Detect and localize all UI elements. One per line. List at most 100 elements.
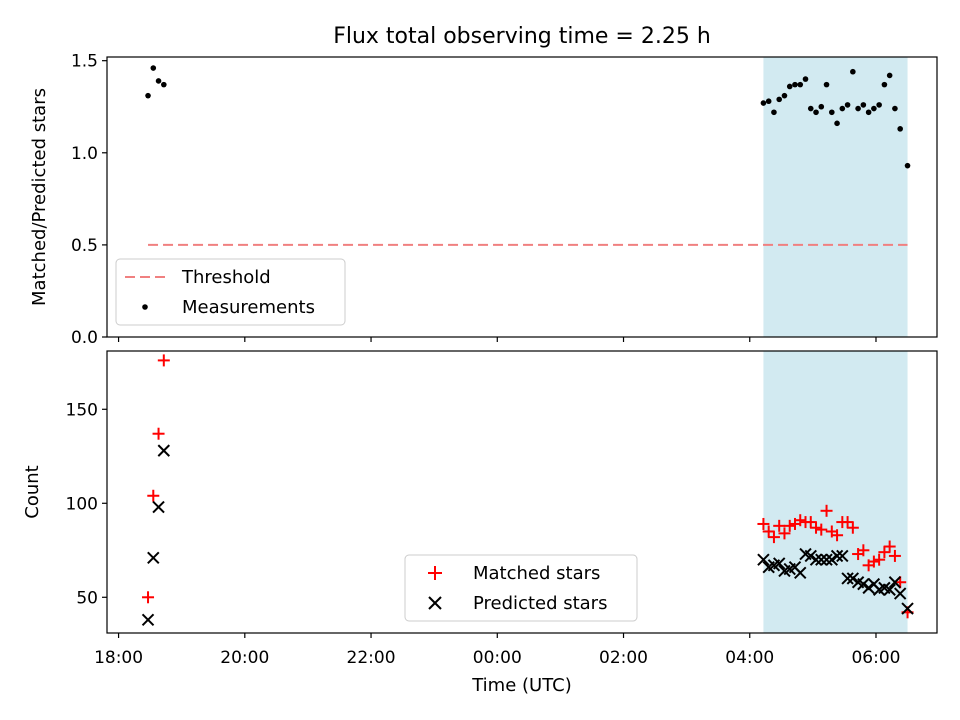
matched-stars-point xyxy=(831,529,844,542)
matched-stars-point xyxy=(888,549,901,562)
predicted-stars-point xyxy=(846,572,860,585)
matched-stars-point xyxy=(757,517,770,530)
matched-stars-point xyxy=(783,519,796,532)
predicted-stars-point xyxy=(815,553,828,566)
figure-title: Flux total observing time = 2.25 h xyxy=(333,24,711,49)
matched-stars-point xyxy=(794,514,807,527)
matched-stars-point xyxy=(778,527,791,540)
legend-matched-label: Matched stars xyxy=(473,563,600,584)
measurement-point xyxy=(786,83,793,90)
measurement-point xyxy=(834,120,840,127)
matched-stars-point xyxy=(157,354,170,367)
legend-measurements-swatch xyxy=(142,304,148,310)
matched-stars-point xyxy=(857,544,870,557)
predicted-stars-point xyxy=(883,583,896,596)
x-tick-label: 06:00 xyxy=(851,648,900,668)
y-tick-label: 50 xyxy=(76,588,98,608)
y-tick-label: 1.0 xyxy=(71,144,98,164)
matched-stars-point xyxy=(883,540,896,553)
top-legend: Threshold Measurements xyxy=(115,258,346,326)
y-tick-label: 0.5 xyxy=(71,236,98,256)
top-y-label: Matched/Predicted stars xyxy=(29,88,50,306)
legend-matched-swatch xyxy=(428,566,442,580)
predicted-stars-point xyxy=(901,602,914,615)
legend-measurements-label: Measurements xyxy=(182,297,315,318)
measurement-point xyxy=(792,81,798,88)
x-tick-label: 18:00 xyxy=(94,648,143,668)
predicted-stars-point xyxy=(757,553,770,566)
measurement-point xyxy=(145,92,151,99)
matched-stars-point xyxy=(878,546,891,559)
top-legend-box xyxy=(115,258,346,326)
measurements-series xyxy=(145,65,911,169)
matched-stars-point xyxy=(841,516,854,529)
predicted-stars-point xyxy=(804,549,817,563)
night-band-top xyxy=(763,57,908,337)
x-tick-label: 00:00 xyxy=(473,648,522,668)
matched-stars-point xyxy=(846,521,859,534)
top-plot-frame xyxy=(106,56,938,338)
matched-stars-point xyxy=(147,489,160,502)
predicted-stars-point xyxy=(794,566,807,580)
legend-predicted-swatch xyxy=(428,596,442,610)
measurement-point xyxy=(886,72,893,79)
measurement-point xyxy=(781,92,788,99)
matched-stars-point xyxy=(873,553,886,566)
matched-stars-series xyxy=(142,354,914,619)
measurement-point xyxy=(818,103,825,110)
matched-stars-point xyxy=(152,427,165,440)
measurement-point xyxy=(850,68,856,75)
measurement-point xyxy=(813,109,819,116)
bottom-plot-frame xyxy=(106,350,938,634)
measurement-point xyxy=(839,105,846,112)
measurement-point xyxy=(844,102,851,108)
bottom-y-label: Count xyxy=(22,465,43,518)
predicted-stars-point xyxy=(157,444,171,457)
x-tick-label: 20:00 xyxy=(220,648,269,668)
bottom-panel: 50 100 150 18:00 20:00 22:00 00:00 02:00 04:00 0… xyxy=(22,350,938,696)
predicted-stars-point xyxy=(141,613,155,627)
legend-threshold-label: Threshold xyxy=(181,267,271,288)
measurement-point xyxy=(155,78,162,84)
y-tick-label: 150 xyxy=(66,400,98,420)
measurement-point xyxy=(802,76,809,82)
measurement-point xyxy=(760,100,767,106)
predicted-stars-point xyxy=(862,581,875,595)
predicted-stars-point xyxy=(841,572,854,585)
matched-stars-point xyxy=(142,591,155,604)
measurement-point xyxy=(897,126,903,132)
predicted-stars-series xyxy=(141,444,914,627)
predicted-stars-point xyxy=(820,553,833,566)
top-x-ticks xyxy=(117,337,877,342)
matched-stars-point xyxy=(804,516,817,529)
x-axis-label: Time (UTC) xyxy=(471,675,572,696)
measurement-point xyxy=(161,81,167,88)
predicted-stars-point xyxy=(152,500,165,514)
measurement-point xyxy=(904,162,911,169)
predicted-stars-point xyxy=(857,577,870,591)
x-tick-label: 02:00 xyxy=(599,648,648,668)
measurement-point xyxy=(797,81,804,88)
measurement-point xyxy=(892,105,898,112)
measurement-point xyxy=(776,96,783,103)
matched-stars-point xyxy=(810,521,823,534)
matched-stars-point xyxy=(773,519,786,532)
predicted-stars-point xyxy=(893,587,907,600)
measurement-point xyxy=(876,102,882,108)
bottom-legend: Matched stars Predicted stars xyxy=(404,554,638,622)
measurement-point xyxy=(865,109,872,116)
top-panel: 0.0 0.5 1.0 1.5 Matched/Predicted stars Thr… xyxy=(29,52,938,348)
predicted-stars-point xyxy=(809,553,823,566)
matched-stars-point xyxy=(762,525,775,538)
measurement-point xyxy=(855,105,861,112)
predicted-stars-point xyxy=(772,557,786,570)
top-y-axis: 0.0 0.5 1.0 1.5 xyxy=(71,52,107,348)
y-tick-label: 100 xyxy=(66,494,98,514)
matched-stars-point xyxy=(767,531,780,544)
predicted-stars-point xyxy=(830,549,844,563)
measurement-point xyxy=(765,98,772,105)
bottom-x-axis: 18:00 20:00 22:00 00:00 02:00 04:00 06:00 xyxy=(94,633,900,668)
matched-stars-point xyxy=(820,504,833,517)
predicted-stars-point xyxy=(888,576,902,589)
